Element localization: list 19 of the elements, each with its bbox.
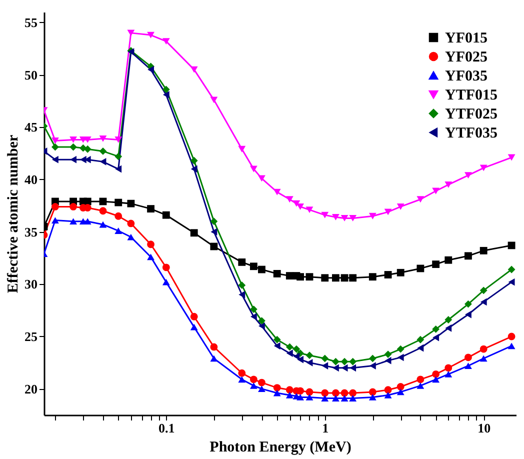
y-tick-label: 30 (24, 276, 38, 292)
y-tick-label: 25 (24, 328, 38, 344)
legend-label: YF025 (445, 50, 488, 66)
y-tick-label: 20 (24, 381, 38, 396)
y-tick-label: 45 (24, 120, 38, 135)
x-tick-label: 1 (322, 420, 329, 436)
x-axis-title: Photon Energy (MeV) (210, 440, 352, 456)
legend-label: YF015 (445, 30, 488, 46)
y-tick-label: 50 (24, 67, 38, 82)
x-tick-label: 0.1 (158, 420, 175, 436)
y-axis-title: Effective atomic number (6, 134, 22, 294)
legend-label: YTF035 (445, 126, 498, 142)
x-tick-label: 10 (478, 420, 491, 436)
y-tick-label: 35 (24, 224, 38, 240)
y-tick-label: 55 (24, 14, 38, 30)
legend-label: YF035 (445, 68, 488, 84)
legend-label: YTF015 (445, 88, 498, 104)
legend-label: YTF025 (445, 106, 498, 122)
y-tick-label: 40 (24, 172, 38, 187)
